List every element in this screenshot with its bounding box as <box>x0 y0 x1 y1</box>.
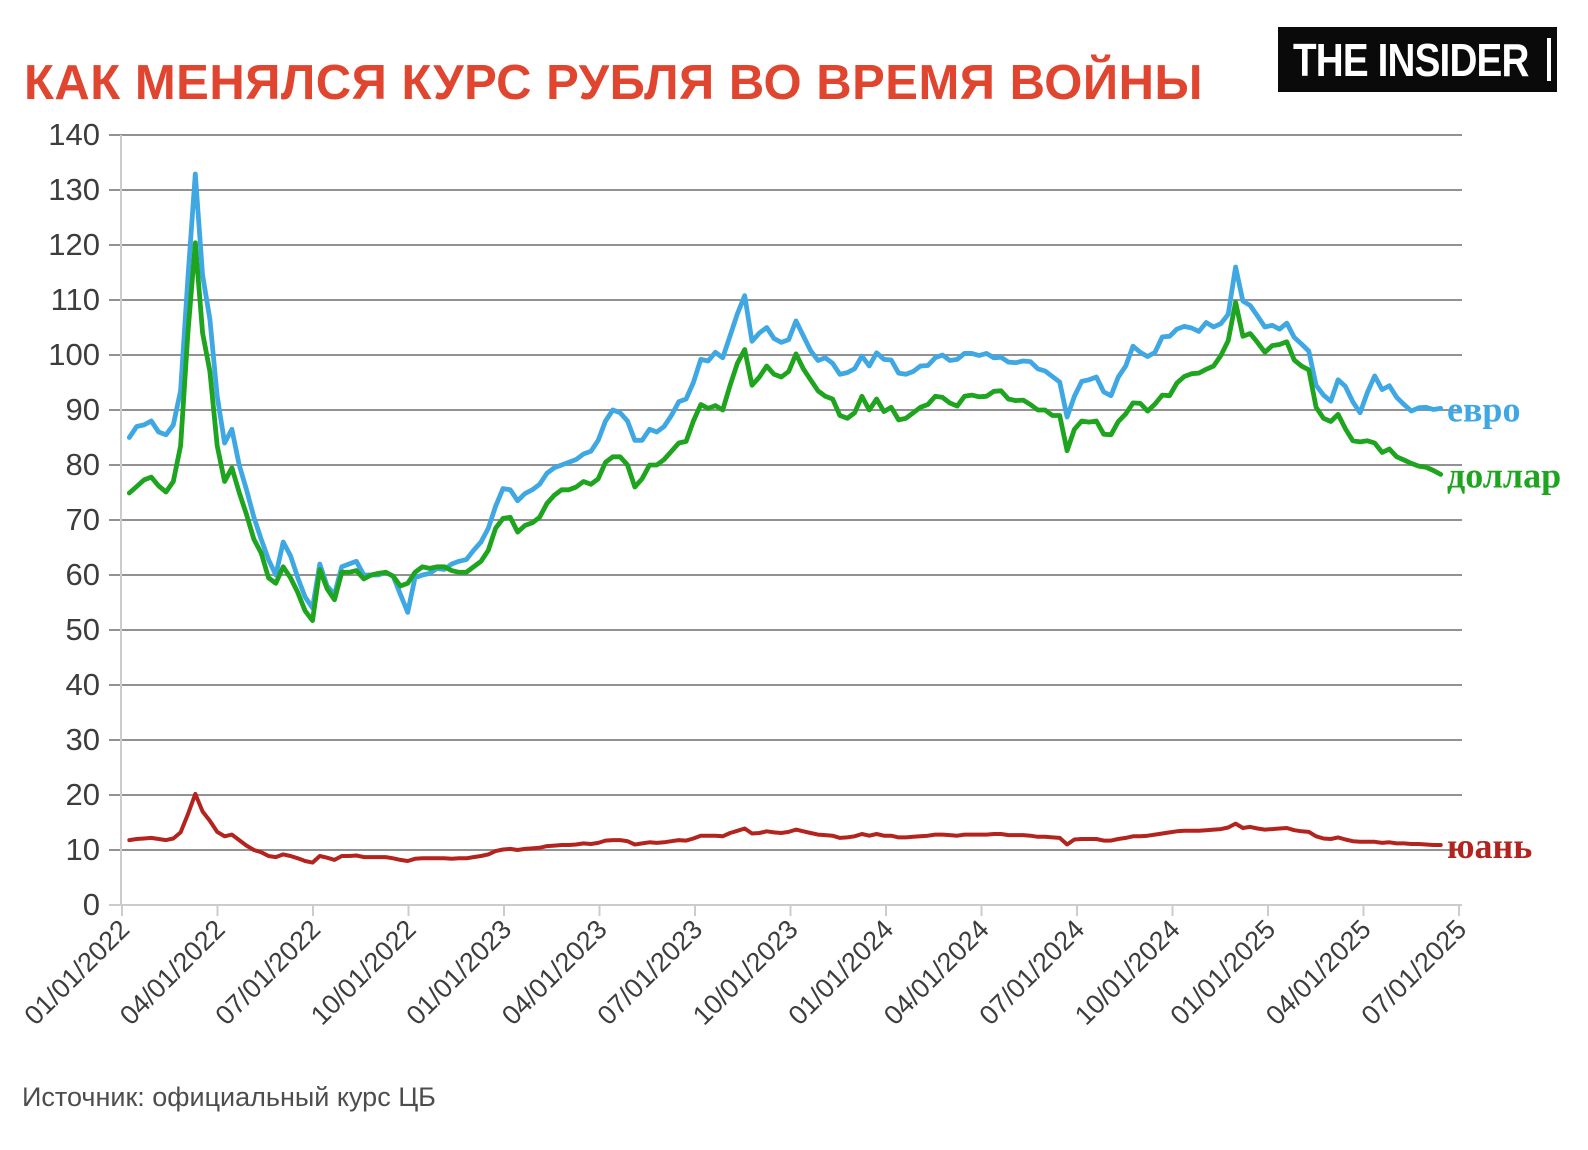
y-tick-label: 0 <box>83 887 100 922</box>
euro-label: евро <box>1447 389 1520 429</box>
y-tick-label: 70 <box>66 502 100 537</box>
y-tick-label: 120 <box>48 227 100 262</box>
y-tick-label: 60 <box>66 557 100 592</box>
y-tick-label: 90 <box>66 392 100 427</box>
dollar-label: доллар <box>1447 455 1561 495</box>
y-tick-label: 40 <box>66 667 100 702</box>
page-title: КАК МЕНЯЛСЯ КУРС РУБЛЯ ВО ВРЕМЯ ВОЙНЫ <box>24 55 1203 110</box>
source-caption: Источник: официальный курс ЦБ <box>22 1082 436 1112</box>
exchange-rate-chart: 010203040506070809010011012013014001/01/… <box>18 117 1561 1031</box>
yuan-line <box>127 791 1443 865</box>
y-tick-label: 130 <box>48 172 100 207</box>
y-tick-label: 80 <box>66 447 100 482</box>
y-tick-label: 140 <box>48 117 100 152</box>
dollar-line <box>126 240 1444 623</box>
y-tick-label: 110 <box>51 282 100 317</box>
y-tick-label: 20 <box>66 777 100 812</box>
y-tick-label: 100 <box>48 337 100 372</box>
the-insider-logo: THE INSIDER <box>1278 27 1557 92</box>
euro-line <box>126 171 1444 615</box>
y-tick-label: 50 <box>66 612 100 647</box>
yuan-label: юань <box>1447 826 1532 866</box>
y-tick-label: 30 <box>66 722 100 757</box>
logo-text: THE INSIDER <box>1293 33 1529 86</box>
chart-area: 0 10 20 30 40 50 60 70 80 90 100 110 120 130 140 01/01/… <box>0 96 1588 1056</box>
logo-cursor-bar <box>1547 38 1551 81</box>
y-tick-label: 10 <box>66 832 100 867</box>
